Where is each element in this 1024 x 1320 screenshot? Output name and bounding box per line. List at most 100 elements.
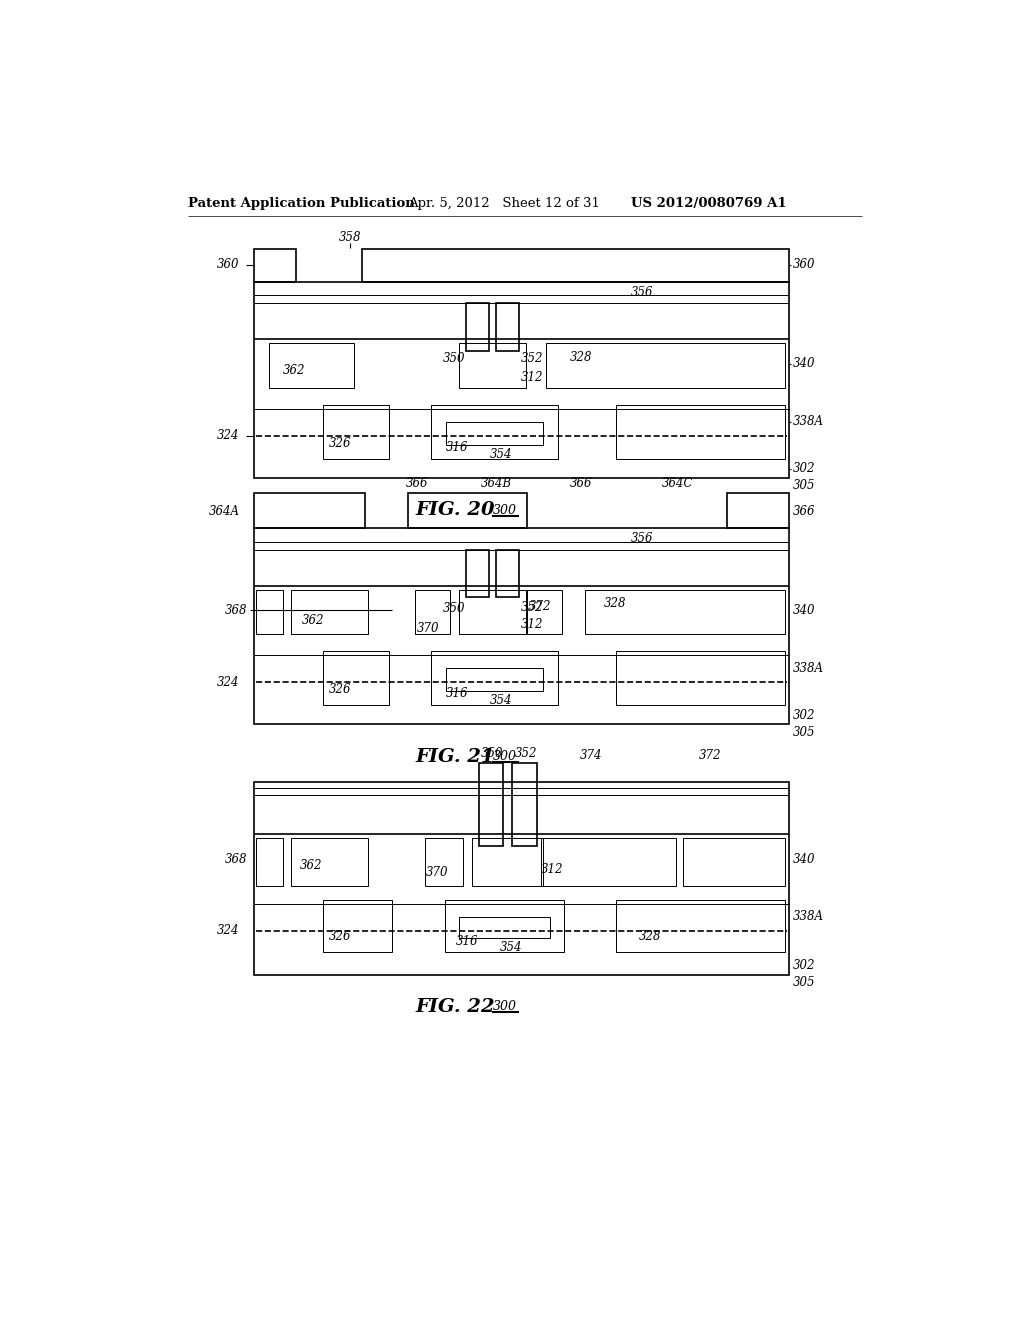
Bar bbox=[615, 651, 785, 705]
Text: 302: 302 bbox=[793, 709, 815, 722]
Bar bbox=[615, 900, 785, 952]
Text: FIG. 22: FIG. 22 bbox=[416, 998, 495, 1016]
Text: 364A: 364A bbox=[209, 504, 240, 517]
Text: 366: 366 bbox=[569, 477, 592, 490]
Text: 340: 340 bbox=[793, 358, 815, 371]
Bar bbox=[497, 304, 519, 351]
Bar bbox=[472, 838, 544, 886]
Text: 316: 316 bbox=[446, 441, 469, 454]
Text: 360: 360 bbox=[217, 259, 240, 271]
Text: 362: 362 bbox=[302, 614, 325, 627]
Text: 338A: 338A bbox=[793, 661, 823, 675]
Text: 316: 316 bbox=[457, 935, 479, 948]
Text: 356: 356 bbox=[631, 286, 653, 298]
Bar bbox=[446, 422, 543, 445]
Text: 374: 374 bbox=[580, 748, 602, 762]
Text: 300: 300 bbox=[493, 1001, 516, 1014]
Bar bbox=[323, 651, 388, 705]
Text: 350: 350 bbox=[442, 352, 465, 366]
Bar bbox=[541, 838, 676, 886]
Text: 366: 366 bbox=[407, 477, 429, 490]
Text: 372: 372 bbox=[528, 601, 551, 612]
Bar bbox=[256, 838, 283, 886]
Bar bbox=[291, 590, 368, 635]
Bar bbox=[431, 405, 558, 459]
Bar bbox=[466, 304, 488, 351]
Bar bbox=[527, 590, 562, 635]
Text: Patent Application Publication: Patent Application Publication bbox=[188, 197, 415, 210]
Text: 312: 312 bbox=[541, 862, 563, 875]
Bar bbox=[254, 528, 788, 725]
Text: 356: 356 bbox=[631, 532, 653, 545]
Text: 352: 352 bbox=[515, 747, 538, 760]
Text: 326: 326 bbox=[330, 684, 351, 696]
Text: 302: 302 bbox=[793, 958, 815, 972]
Text: 364B: 364B bbox=[481, 477, 512, 490]
Bar bbox=[408, 494, 527, 528]
Bar bbox=[512, 763, 538, 846]
Text: 305: 305 bbox=[793, 726, 815, 739]
Text: FIG. 21: FIG. 21 bbox=[416, 747, 495, 766]
Text: 370: 370 bbox=[426, 866, 449, 879]
Bar bbox=[425, 838, 463, 886]
Text: 354: 354 bbox=[490, 694, 513, 708]
Text: US 2012/0080769 A1: US 2012/0080769 A1 bbox=[631, 197, 786, 210]
Text: 338A: 338A bbox=[793, 911, 823, 924]
Bar bbox=[444, 900, 564, 952]
Text: 364C: 364C bbox=[662, 477, 693, 490]
Bar bbox=[323, 405, 388, 459]
Text: 324: 324 bbox=[217, 924, 240, 937]
Text: 328: 328 bbox=[639, 931, 662, 944]
Text: 326: 326 bbox=[330, 437, 351, 450]
Bar bbox=[254, 249, 296, 281]
Text: 340: 340 bbox=[793, 853, 815, 866]
Text: 324: 324 bbox=[217, 429, 240, 442]
Text: 372: 372 bbox=[698, 748, 721, 762]
Bar bbox=[416, 590, 451, 635]
Bar bbox=[460, 343, 525, 388]
Bar bbox=[269, 343, 354, 388]
Text: 362: 362 bbox=[283, 363, 305, 376]
Bar bbox=[466, 549, 488, 597]
Text: 340: 340 bbox=[793, 603, 815, 616]
Bar bbox=[323, 900, 392, 952]
Text: 360: 360 bbox=[793, 259, 815, 271]
Text: 305: 305 bbox=[793, 975, 815, 989]
Bar bbox=[478, 763, 503, 846]
Text: 305: 305 bbox=[793, 479, 815, 492]
Text: 352: 352 bbox=[521, 352, 544, 366]
Bar bbox=[254, 781, 788, 974]
Text: 324: 324 bbox=[217, 676, 240, 689]
Bar bbox=[256, 590, 283, 635]
Bar bbox=[460, 590, 525, 635]
Bar bbox=[727, 494, 788, 528]
Text: Apr. 5, 2012   Sheet 12 of 31: Apr. 5, 2012 Sheet 12 of 31 bbox=[408, 197, 600, 210]
Bar bbox=[497, 549, 519, 597]
Text: 350: 350 bbox=[481, 747, 504, 760]
Bar bbox=[431, 651, 558, 705]
Text: 368: 368 bbox=[224, 603, 247, 616]
Text: 370: 370 bbox=[417, 622, 439, 635]
Text: 312: 312 bbox=[521, 371, 544, 384]
Text: 300: 300 bbox=[493, 750, 516, 763]
Text: 350: 350 bbox=[442, 602, 465, 615]
Bar bbox=[459, 917, 550, 939]
Text: 316: 316 bbox=[446, 686, 469, 700]
Bar bbox=[547, 343, 785, 388]
Text: 354: 354 bbox=[490, 447, 513, 461]
Text: 328: 328 bbox=[604, 597, 627, 610]
Text: 326: 326 bbox=[330, 931, 351, 944]
Bar bbox=[254, 281, 788, 478]
Text: 328: 328 bbox=[569, 351, 592, 363]
Text: 368: 368 bbox=[224, 853, 247, 866]
Bar bbox=[683, 838, 785, 886]
Text: 362: 362 bbox=[300, 859, 323, 871]
Bar bbox=[446, 668, 543, 692]
Bar bbox=[585, 590, 785, 635]
Text: 302: 302 bbox=[793, 462, 815, 475]
Text: 352: 352 bbox=[521, 601, 544, 614]
Text: 300: 300 bbox=[493, 504, 516, 517]
Bar bbox=[254, 494, 366, 528]
Text: 312: 312 bbox=[521, 618, 544, 631]
Bar bbox=[361, 249, 788, 281]
